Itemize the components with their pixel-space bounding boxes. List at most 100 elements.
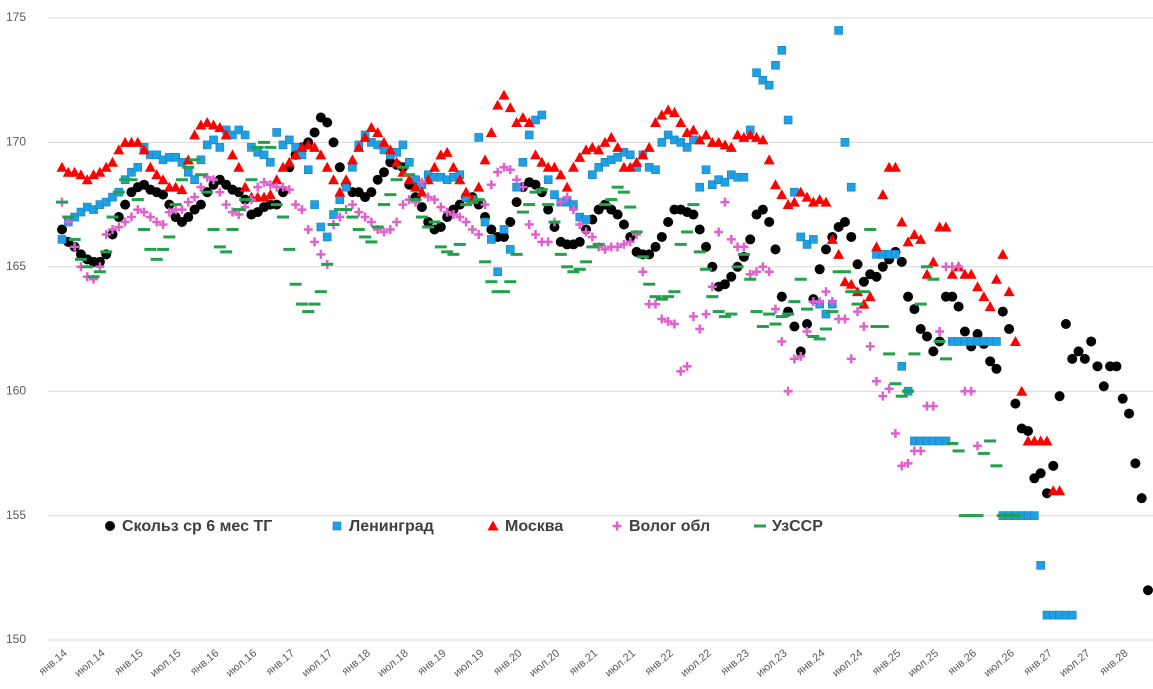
point xyxy=(81,174,93,185)
point xyxy=(75,169,87,180)
point xyxy=(145,212,155,222)
point xyxy=(840,314,850,324)
x-tick-label: янв.17 xyxy=(264,647,297,678)
point xyxy=(914,302,927,306)
point xyxy=(688,312,698,322)
legend-label: Волог обл xyxy=(629,518,710,535)
point xyxy=(316,249,326,259)
point xyxy=(562,192,572,202)
point xyxy=(63,217,73,227)
point xyxy=(106,215,119,219)
point xyxy=(133,205,143,215)
point xyxy=(1060,319,1071,330)
point xyxy=(56,200,68,204)
legend-label: УзССР xyxy=(772,518,823,535)
point xyxy=(346,154,358,165)
point xyxy=(814,194,826,205)
point xyxy=(385,224,395,234)
point xyxy=(366,187,377,198)
point xyxy=(410,181,422,192)
point xyxy=(220,129,232,140)
point xyxy=(714,227,724,237)
point xyxy=(757,204,768,215)
point xyxy=(573,267,586,271)
point xyxy=(176,184,188,195)
point xyxy=(594,162,603,172)
point xyxy=(580,260,593,264)
point xyxy=(125,178,138,182)
point xyxy=(794,277,807,281)
point xyxy=(789,354,799,364)
point xyxy=(1009,335,1021,346)
point xyxy=(1023,426,1034,437)
point xyxy=(821,309,831,319)
point xyxy=(291,200,301,210)
point xyxy=(852,259,863,270)
point xyxy=(838,270,851,274)
x-tick-label: янв.26 xyxy=(946,647,979,678)
point xyxy=(517,112,529,123)
point xyxy=(493,267,502,277)
point xyxy=(593,144,605,155)
point xyxy=(613,242,623,252)
point xyxy=(878,391,888,401)
point xyxy=(575,220,585,230)
point xyxy=(404,158,414,167)
point xyxy=(100,250,113,254)
point xyxy=(214,121,226,132)
point xyxy=(151,169,163,180)
point xyxy=(126,212,136,222)
point xyxy=(985,356,996,367)
point xyxy=(852,286,864,297)
point xyxy=(1124,408,1135,419)
point xyxy=(62,215,75,219)
x-tick-label: янв.23 xyxy=(719,647,752,678)
point xyxy=(485,126,497,137)
point xyxy=(499,225,509,234)
point xyxy=(428,220,441,224)
point xyxy=(1117,393,1128,404)
point xyxy=(870,325,883,329)
legend-label: Скольз ср 6 мес ТГ xyxy=(122,518,272,535)
point xyxy=(574,151,586,162)
point xyxy=(857,290,870,294)
point xyxy=(839,217,850,228)
x-tick-label: июл.19 xyxy=(451,647,486,679)
point xyxy=(775,315,788,319)
point xyxy=(510,252,523,256)
point xyxy=(984,301,996,312)
point xyxy=(612,209,623,220)
point xyxy=(190,175,199,185)
point xyxy=(131,198,144,202)
x-tick-label: янв.28 xyxy=(1097,647,1130,678)
legend-marker xyxy=(487,520,499,531)
point xyxy=(227,207,237,217)
point xyxy=(265,180,275,190)
point xyxy=(915,233,927,244)
point xyxy=(832,270,845,274)
point xyxy=(188,158,201,162)
point xyxy=(87,275,100,279)
point xyxy=(183,197,193,207)
point xyxy=(599,203,611,207)
point xyxy=(171,153,180,162)
point xyxy=(505,165,515,175)
point xyxy=(682,361,692,371)
point xyxy=(782,312,795,316)
point xyxy=(586,245,599,249)
point xyxy=(725,312,738,316)
point xyxy=(675,116,687,127)
point xyxy=(896,216,908,227)
point xyxy=(434,245,447,249)
x-tick-label: июл.20 xyxy=(527,647,562,679)
point xyxy=(1003,286,1015,297)
x-tick-label: янв.15 xyxy=(112,647,145,678)
point xyxy=(278,182,288,192)
point xyxy=(453,242,466,246)
legend-marker xyxy=(105,521,115,531)
point xyxy=(226,149,238,160)
point xyxy=(138,144,150,155)
point xyxy=(865,341,875,351)
point xyxy=(372,174,383,185)
point xyxy=(764,80,774,90)
